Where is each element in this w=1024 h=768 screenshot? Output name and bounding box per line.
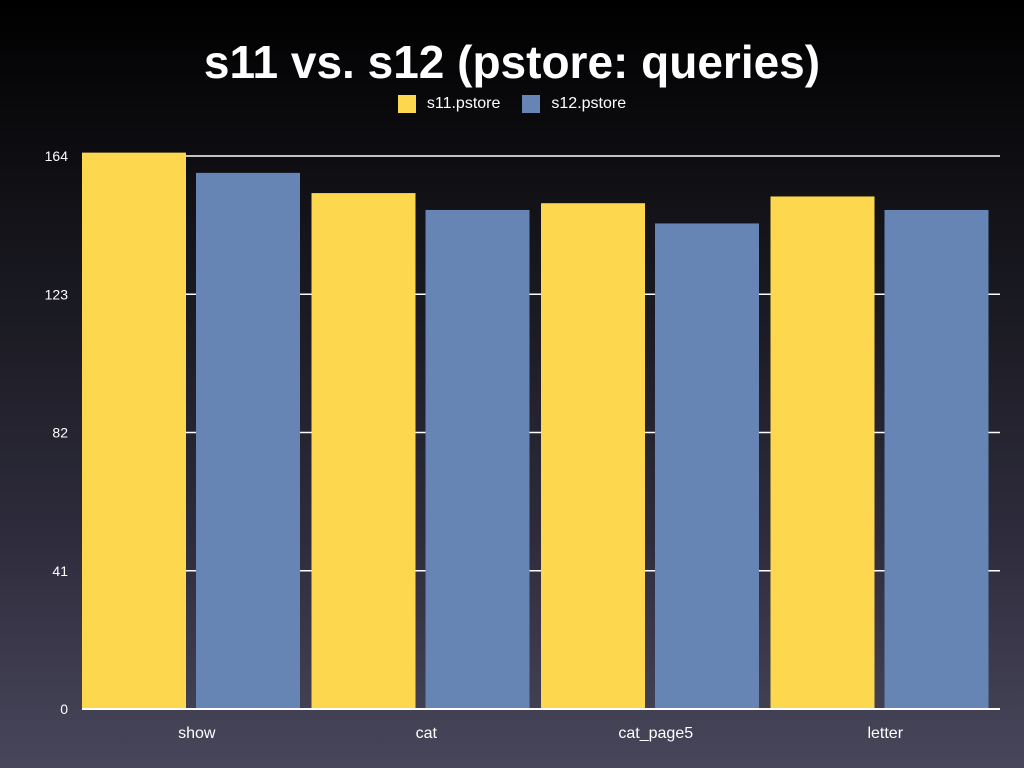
y-tick-label: 41 — [52, 563, 68, 579]
bar-s12-pstore-cat_page5 — [655, 223, 759, 709]
bar-s11-pstore-cat — [311, 193, 416, 710]
x-tick-label: letter — [867, 725, 903, 742]
legend-label-s12: s12.pstore — [551, 95, 627, 112]
x-tick-label: show — [178, 725, 216, 742]
legend-item-s11: s11.pstore — [397, 94, 501, 114]
x-tick-label: cat — [416, 725, 438, 742]
legend-item-s12: s12.pstore — [522, 94, 626, 114]
legend-swatch-s11 — [397, 95, 416, 113]
legend: s11.pstore s12.pstore — [0, 94, 1024, 114]
y-tick-label: 0 — [60, 701, 68, 717]
legend-label-s11: s11.pstore — [426, 95, 501, 112]
chart-title: s11 vs. s12 (pstore: queries) — [203, 36, 821, 88]
y-tick-label: 82 — [52, 425, 68, 441]
legend-swatch-s12 — [522, 95, 541, 113]
bar-s11-pstore-cat_page5 — [541, 203, 645, 709]
y-tick-label: 164 — [45, 148, 69, 164]
y-tick-label: 123 — [45, 286, 69, 302]
x-tick-label: cat_page5 — [618, 725, 693, 742]
bar-s12-pstore-show — [196, 172, 300, 710]
bar-s12-pstore-cat — [425, 209, 530, 709]
bar-s11-pstore-show — [82, 152, 186, 709]
bar-s11-pstore-letter — [770, 196, 875, 710]
bar-s12-pstore-letter — [884, 209, 989, 709]
